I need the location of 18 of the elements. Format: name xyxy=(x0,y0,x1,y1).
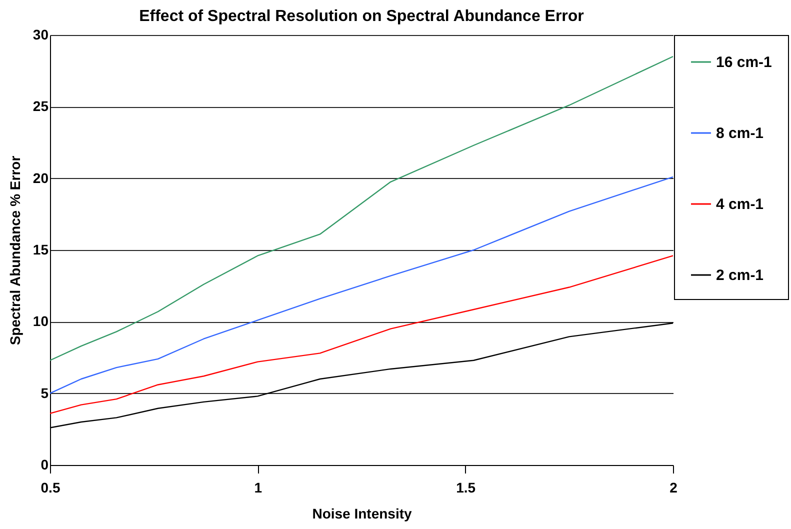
y-tick-label: 10 xyxy=(32,313,49,330)
y-tick-label: 15 xyxy=(32,242,49,258)
y-tick-label: 5 xyxy=(40,384,49,401)
legend-label: 2 cm-1 xyxy=(716,267,764,284)
x-axis-title: Noise Intensity xyxy=(312,506,412,522)
x-tick-label: 2 xyxy=(670,480,678,496)
x-tick-label: 1 xyxy=(254,480,262,496)
legend-label: 16 cm-1 xyxy=(716,54,772,71)
legend-label: 4 cm-1 xyxy=(716,196,764,213)
y-tick-label: 20 xyxy=(32,170,49,186)
x-tick-label: 0.5 xyxy=(40,480,60,496)
y-tick-label: 25 xyxy=(32,98,49,114)
legend-label: 8 cm-1 xyxy=(716,125,764,142)
chart-title: Effect of Spectral Resolution on Spectral Abundance Error xyxy=(139,8,584,25)
y-axis-title: Spectral Abundance % Error xyxy=(6,155,23,346)
y-tick-label: 30 xyxy=(32,26,49,42)
x-tick-label: 1.5 xyxy=(456,480,476,496)
y-tick-label: 0 xyxy=(40,456,49,472)
